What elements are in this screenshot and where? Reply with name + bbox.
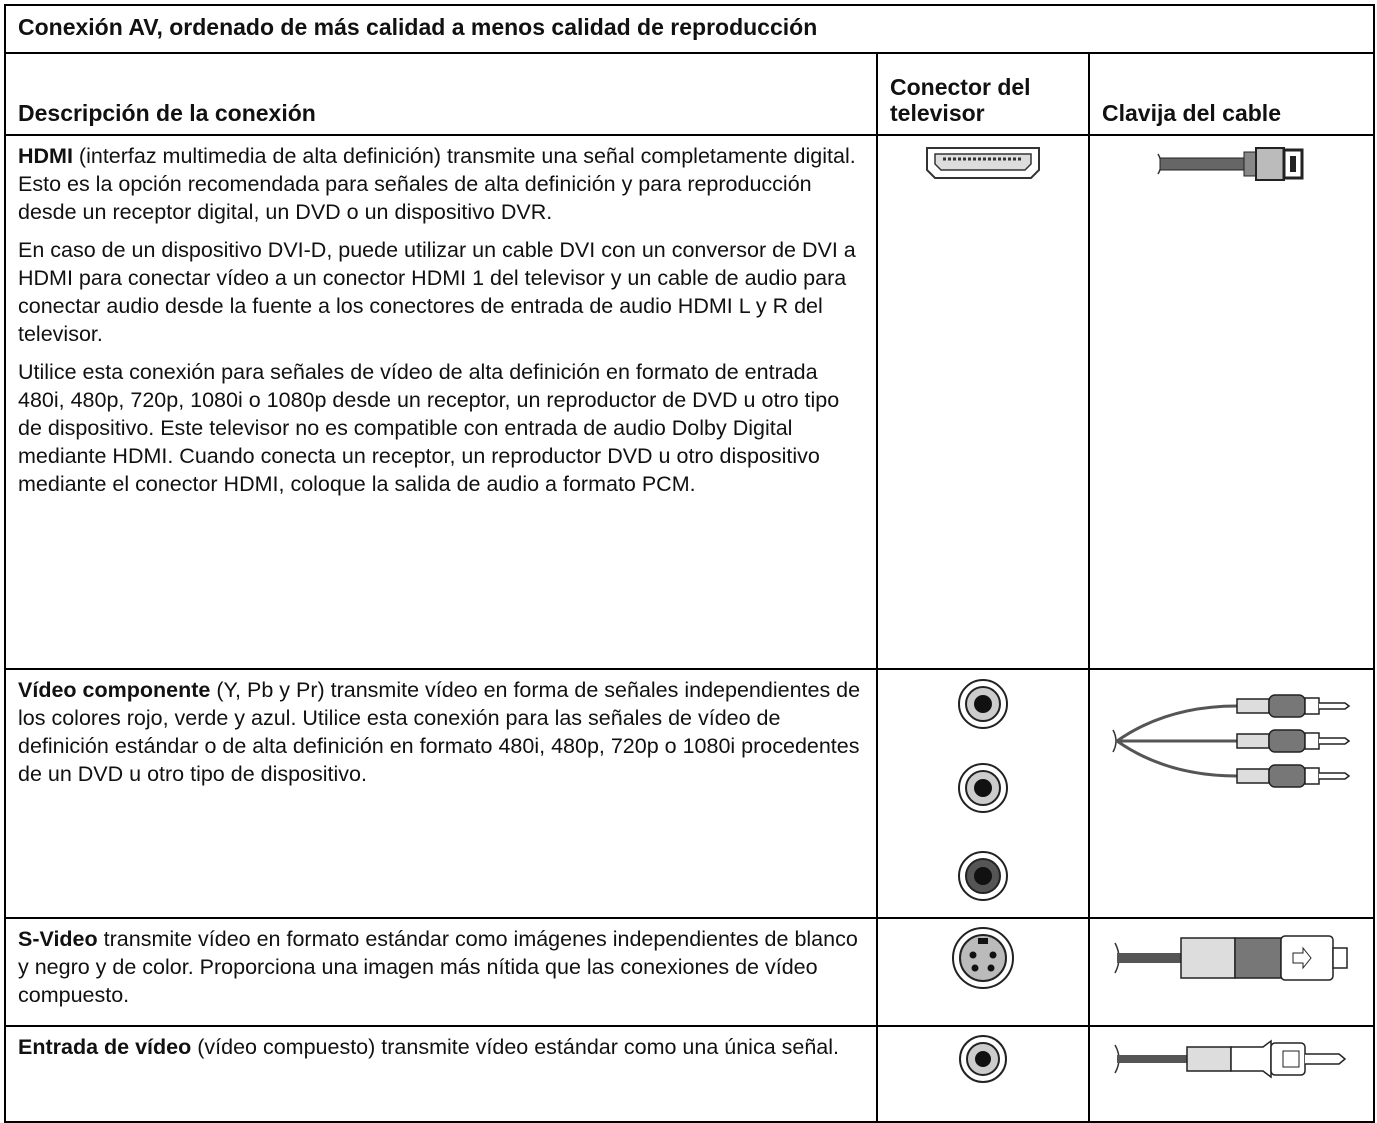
term: Entrada de vídeo — [18, 1035, 192, 1059]
term: HDMI — [18, 144, 73, 168]
paragraph: Vídeo componente (Y, Pb y Pr) transmite … — [18, 676, 864, 788]
composite-jack — [959, 1035, 1007, 1083]
cable-cell — [1087, 917, 1376, 1027]
component-jacks — [958, 679, 1008, 901]
term: S-Video — [18, 927, 98, 951]
column-header: Descripción de la conexión — [4, 52, 878, 136]
svideo-cable — [1113, 935, 1348, 981]
paragraph: S-Video transmite vídeo en formato están… — [18, 925, 864, 1009]
description: Vídeo componente (Y, Pb y Pr) transmite … — [4, 668, 878, 919]
text: transmite vídeo en formato estándar como… — [18, 927, 858, 1007]
text: (Y, Pb y Pr) transmite vídeo en forma de… — [18, 678, 861, 786]
table-title: Conexión AV, ordenado de más calidad a m… — [3, 4, 1376, 54]
description: S-Video transmite vídeo en formato están… — [4, 917, 878, 1027]
text: (vídeo compuesto) transmite vídeo estánd… — [197, 1035, 840, 1059]
connector-cell — [876, 668, 1090, 919]
hdmi-cable — [1156, 147, 1303, 181]
connector-cell — [876, 1025, 1090, 1123]
description: Entrada de vídeo (vídeo compuesto) trans… — [4, 1025, 878, 1123]
connector-cell — [876, 917, 1090, 1027]
cable-cell — [1087, 1025, 1376, 1123]
paragraph: Entrada de vídeo (vídeo compuesto) trans… — [18, 1033, 864, 1061]
composite-cable — [1113, 1039, 1346, 1079]
cable-cell — [1087, 134, 1376, 670]
column-header: Clavija del cable — [1087, 52, 1376, 136]
hdmi-port — [926, 147, 1040, 179]
term: Vídeo componente — [18, 678, 211, 702]
column-header: Conector del televisor — [876, 52, 1090, 136]
paragraph: Utilice esta conexión para señales de ví… — [18, 360, 840, 496]
cable-cell — [1087, 668, 1376, 919]
paragraph: En caso de un dispositivo DVI-D, puede u… — [18, 238, 856, 346]
component-cable — [1111, 694, 1350, 788]
text: (interfaz multimedia de alta definición)… — [18, 144, 856, 224]
paragraph: HDMI (interfaz multimedia de alta defini… — [18, 142, 864, 226]
connection-table: Conexión AV, ordenado de más calidad a m… — [3, 4, 1376, 1123]
description: HDMI (interfaz multimedia de alta defini… — [4, 134, 878, 670]
svideo-jack — [952, 927, 1014, 989]
connector-cell — [876, 134, 1090, 670]
